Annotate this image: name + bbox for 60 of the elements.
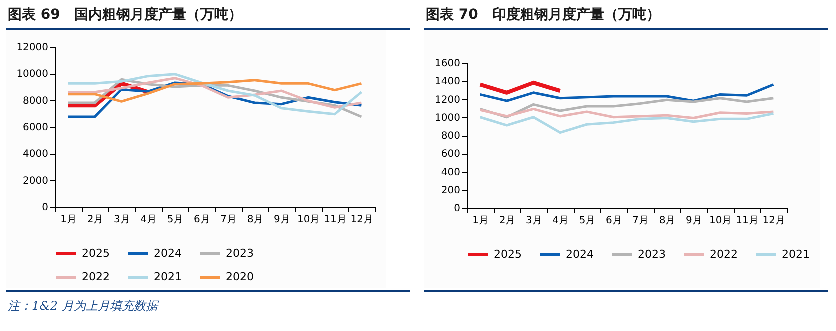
x-tick-label: 2月: [499, 216, 516, 226]
y-tick-label: 1400: [435, 76, 460, 88]
y-tick-label: 4000: [23, 149, 48, 160]
legend-label: 2021: [782, 248, 810, 261]
y-tick-label: 10000: [16, 69, 48, 80]
x-tick-label: 5月: [579, 216, 596, 226]
x-tick-label: 3月: [114, 214, 130, 226]
x-tick-label: 2月: [87, 214, 104, 226]
x-tick-label: 6月: [606, 216, 622, 226]
legend-label: 2023: [226, 246, 254, 260]
line-series: [479, 84, 775, 102]
legend-label: 2025: [82, 246, 110, 260]
x-tick-label: 1月: [472, 216, 490, 226]
line-series: [478, 80, 562, 95]
x-tick-label: 3月: [526, 216, 542, 226]
x-tick-label: 11月: [324, 214, 347, 226]
y-tick-label: 600: [441, 149, 460, 160]
y-tick-label: 1200: [435, 94, 460, 106]
x-tick-label: 12月: [350, 214, 374, 226]
y-tick-label: 0: [42, 202, 48, 214]
y-tick-label: 200: [441, 185, 460, 196]
chart-title: 图表 70 印度粗钢月度产量（万吨）: [424, 4, 828, 30]
line-series: [479, 112, 775, 134]
x-tick-label: 1月: [60, 214, 78, 226]
y-tick-label: 0: [454, 204, 460, 214]
x-tick-label: 9月: [274, 214, 290, 226]
legend-label: 2024: [154, 246, 182, 260]
line-series: [67, 79, 363, 103]
x-tick-label: 8月: [247, 214, 264, 226]
legend-label: 2022: [710, 248, 738, 261]
legend-label: 2021: [154, 270, 182, 284]
x-tick-label: 4月: [140, 214, 158, 226]
legend-label: 2024: [566, 248, 594, 261]
legend-label: 2025: [494, 248, 522, 261]
x-tick-label: 6月: [194, 214, 210, 226]
y-tick-label: 6000: [23, 122, 48, 134]
line-series: [67, 77, 363, 109]
legend-label: 2023: [638, 248, 666, 261]
y-tick-label: 12000: [16, 42, 48, 54]
x-tick-label: 8月: [659, 216, 676, 226]
text: 注：1&2 月为上月填充数据: [6, 290, 410, 321]
y-tick-label: 1600: [435, 58, 460, 70]
x-tick-label: 9月: [686, 216, 702, 226]
y-tick-label: 400: [441, 167, 460, 178]
x-tick-label: 10月: [709, 216, 732, 226]
line-series: [479, 108, 775, 120]
y-tick-label: 8000: [23, 96, 48, 107]
legend-label: 2020: [226, 270, 254, 284]
y-tick-label: 2000: [23, 176, 48, 187]
chart-title: 图表 69 国内粗钢月度产量（万吨）: [6, 4, 410, 30]
x-tick-label: 10月: [297, 214, 320, 226]
y-tick-label: 1000: [435, 112, 460, 124]
x-tick-label: 7月: [632, 216, 650, 226]
x-tick-label: 4月: [552, 216, 570, 226]
x-tick-label: 7月: [220, 214, 238, 226]
x-tick-label: 11月: [736, 216, 759, 226]
y-tick-label: 800: [441, 131, 460, 142]
legend-label: 2022: [82, 270, 110, 284]
x-tick-label: 12月: [762, 216, 786, 226]
x-tick-label: 5月: [167, 214, 184, 226]
